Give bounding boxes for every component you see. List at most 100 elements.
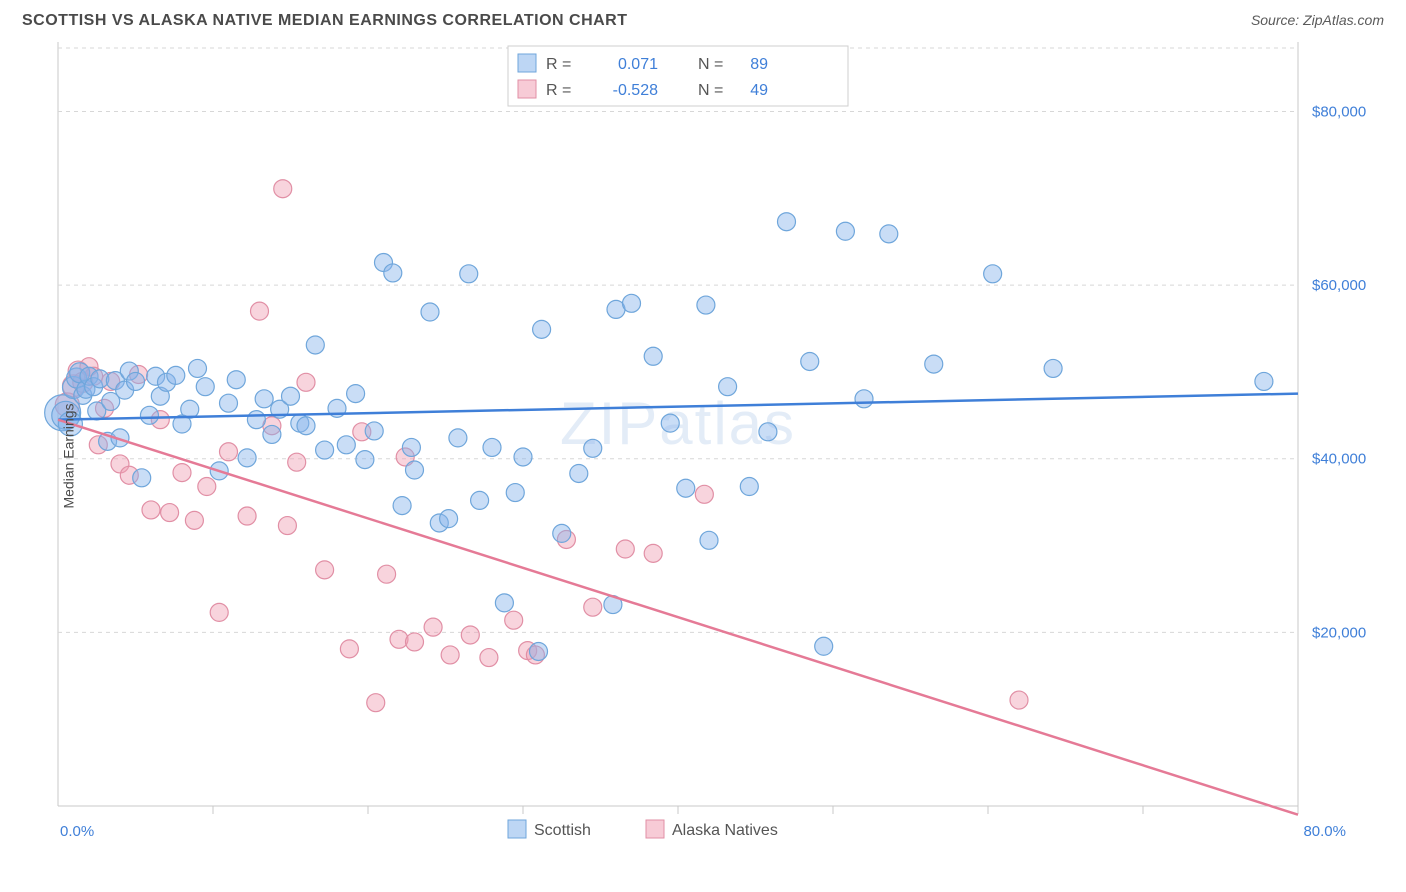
- data-point: [297, 417, 315, 435]
- data-point: [238, 507, 256, 525]
- data-point: [616, 540, 634, 558]
- data-point: [506, 484, 524, 502]
- data-point: [570, 464, 588, 482]
- data-point: [644, 544, 662, 562]
- data-point: [495, 594, 513, 612]
- x-axis-start: 0.0%: [60, 823, 94, 840]
- data-point: [880, 225, 898, 243]
- data-point: [801, 352, 819, 370]
- data-point: [440, 510, 458, 528]
- source-attribution: Source: ZipAtlas.com: [1251, 12, 1384, 28]
- data-point: [220, 394, 238, 412]
- data-point: [1255, 372, 1273, 390]
- data-point: [697, 296, 715, 314]
- series-swatch: [508, 820, 526, 838]
- data-point: [365, 422, 383, 440]
- data-point: [220, 443, 238, 461]
- y-tick-label: $40,000: [1312, 451, 1366, 468]
- data-point: [384, 264, 402, 282]
- data-point: [306, 336, 324, 354]
- data-point: [553, 524, 571, 542]
- data-point: [189, 359, 207, 377]
- data-point: [238, 449, 256, 467]
- data-point: [356, 451, 374, 469]
- chart-container: Median Earnings $20,000$40,000$60,000$80…: [12, 36, 1394, 876]
- data-point: [297, 373, 315, 391]
- data-point: [1044, 359, 1062, 377]
- data-point: [316, 441, 334, 459]
- data-point: [161, 504, 179, 522]
- legend-n-value: 89: [750, 56, 768, 73]
- data-point: [584, 439, 602, 457]
- data-point: [505, 611, 523, 629]
- data-point: [483, 438, 501, 456]
- data-point: [196, 378, 214, 396]
- data-point: [533, 320, 551, 338]
- series-swatch: [646, 820, 664, 838]
- data-point: [210, 603, 228, 621]
- data-point: [740, 478, 758, 496]
- x-axis-end: 80.0%: [1303, 823, 1346, 840]
- data-point: [471, 491, 489, 509]
- data-point: [340, 640, 358, 658]
- y-tick-label: $80,000: [1312, 103, 1366, 120]
- data-point: [274, 180, 292, 198]
- legend-r-label: R =: [546, 82, 571, 99]
- data-point: [406, 633, 424, 651]
- legend-n-value: 49: [750, 82, 768, 99]
- legend-swatch: [518, 54, 536, 72]
- data-point: [460, 265, 478, 283]
- data-point: [367, 694, 385, 712]
- data-point: [623, 294, 641, 312]
- data-point: [288, 453, 306, 471]
- data-point: [263, 425, 281, 443]
- data-point: [337, 436, 355, 454]
- data-point: [836, 222, 854, 240]
- data-point: [644, 347, 662, 365]
- data-point: [127, 372, 145, 390]
- legend-swatch: [518, 80, 536, 98]
- data-point: [855, 390, 873, 408]
- data-point: [378, 565, 396, 583]
- chart-title: SCOTTISH VS ALASKA NATIVE MEDIAN EARNING…: [22, 12, 628, 30]
- data-point: [480, 649, 498, 667]
- y-tick-label: $20,000: [1312, 624, 1366, 641]
- data-point: [393, 497, 411, 515]
- data-point: [695, 485, 713, 503]
- data-point: [251, 302, 269, 320]
- data-point: [198, 478, 216, 496]
- series-label: Alaska Natives: [672, 822, 778, 839]
- data-point: [441, 646, 459, 664]
- data-point: [402, 438, 420, 456]
- data-point: [584, 598, 602, 616]
- data-point: [278, 517, 296, 535]
- data-point: [282, 387, 300, 405]
- data-point: [316, 561, 334, 579]
- legend-n-label: N =: [698, 82, 723, 99]
- y-tick-label: $60,000: [1312, 277, 1366, 294]
- series-label: Scottish: [534, 822, 591, 839]
- scatter-chart: $20,000$40,000$60,000$80,000ZIPatlasR =0…: [12, 36, 1394, 876]
- data-point: [185, 511, 203, 529]
- data-point: [514, 448, 532, 466]
- data-point: [347, 385, 365, 403]
- data-point: [406, 461, 424, 479]
- data-point: [759, 423, 777, 441]
- data-point: [421, 303, 439, 321]
- data-point: [778, 213, 796, 231]
- legend-r-label: R =: [546, 56, 571, 73]
- legend-r-value: 0.071: [618, 56, 658, 73]
- data-point: [255, 390, 273, 408]
- data-point: [247, 411, 265, 429]
- data-point: [719, 378, 737, 396]
- data-point: [449, 429, 467, 447]
- legend-n-label: N =: [698, 56, 723, 73]
- data-point: [167, 366, 185, 384]
- data-point: [700, 531, 718, 549]
- trend-line: [58, 420, 1298, 815]
- data-point: [530, 642, 548, 660]
- data-point: [925, 355, 943, 373]
- y-axis-label: Median Earnings: [61, 403, 77, 508]
- legend-r-value: -0.528: [613, 82, 658, 99]
- data-point: [140, 406, 158, 424]
